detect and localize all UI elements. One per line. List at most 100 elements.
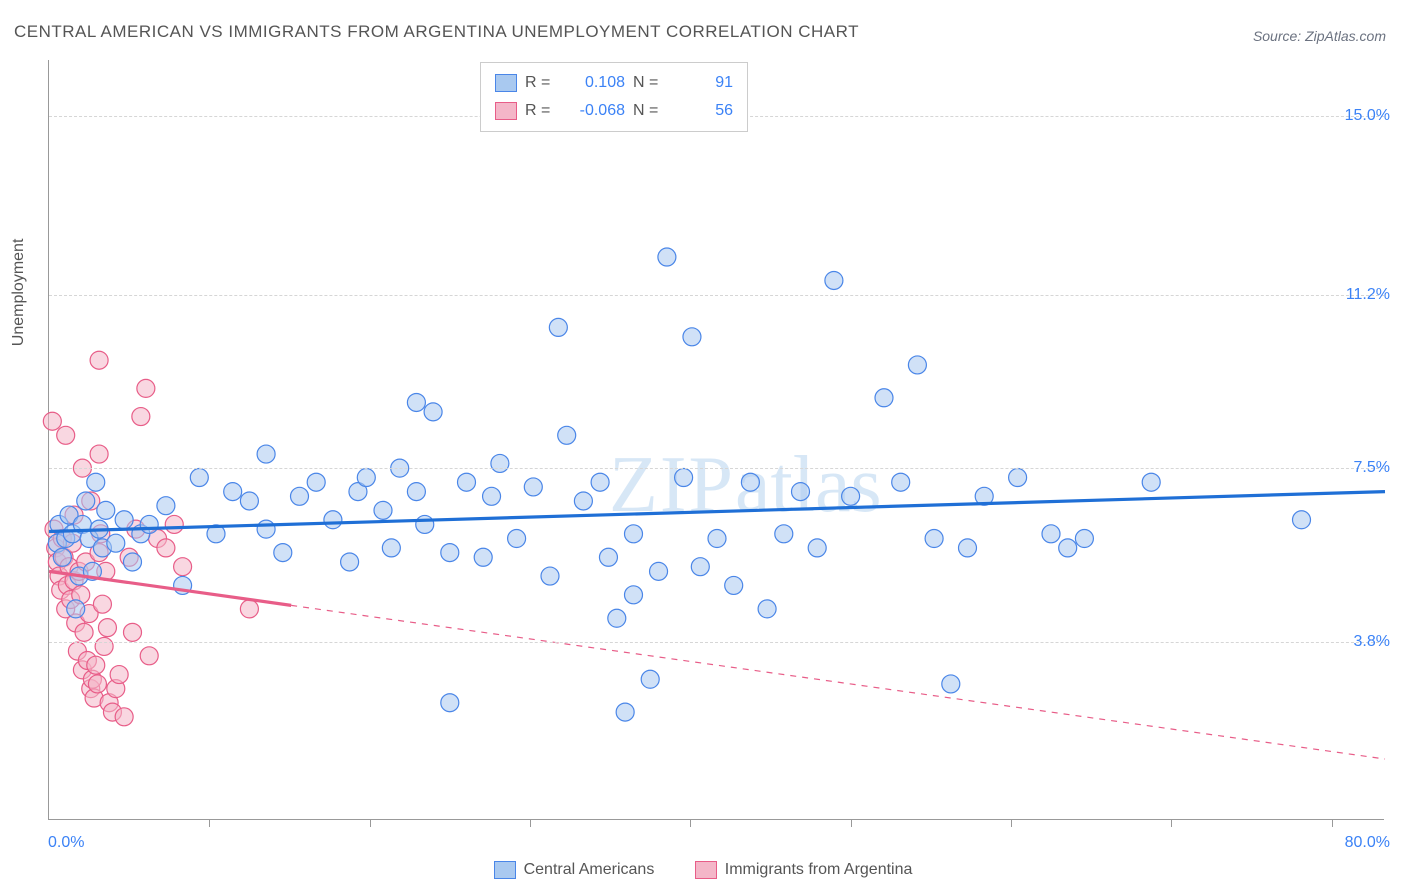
scatter-point: [708, 530, 726, 548]
scatter-point: [98, 619, 116, 637]
n-value-2: 56: [671, 97, 733, 125]
y-tick-label: 3.8%: [1354, 633, 1390, 651]
y-axis-label: Unemployment: [10, 239, 28, 347]
scatter-point: [53, 548, 71, 566]
scatter-point: [382, 539, 400, 557]
r-label: R =: [525, 97, 555, 125]
scatter-point: [140, 515, 158, 533]
scatter-point: [43, 412, 61, 430]
scatter-point: [115, 511, 133, 529]
x-tick: [530, 819, 531, 827]
scatter-point: [57, 426, 75, 444]
scatter-point: [95, 637, 113, 655]
scatter-point: [541, 567, 559, 585]
scatter-point: [574, 492, 592, 510]
legend-label-2: Immigrants from Argentina: [725, 861, 913, 879]
x-tick: [851, 819, 852, 827]
swatch-series-2: [495, 102, 517, 120]
scatter-point: [458, 473, 476, 491]
scatter-point: [1293, 511, 1311, 529]
scatter-point: [165, 515, 183, 533]
scatter-point: [88, 675, 106, 693]
x-axis-max-label: 80.0%: [1345, 834, 1390, 852]
scatter-point: [124, 553, 142, 571]
scatter-point: [658, 248, 676, 266]
scatter-point: [1059, 539, 1077, 557]
scatter-point: [725, 576, 743, 594]
gridline: [49, 295, 1384, 296]
scatter-point: [875, 389, 893, 407]
scatter-point: [240, 600, 258, 618]
scatter-point: [137, 379, 155, 397]
x-tick: [370, 819, 371, 827]
scatter-point: [641, 670, 659, 688]
scatter-point: [77, 492, 95, 510]
scatter-point: [324, 511, 342, 529]
scatter-point: [908, 356, 926, 374]
scatter-point: [174, 558, 192, 576]
scatter-point: [474, 548, 492, 566]
scatter-point: [792, 483, 810, 501]
scatter-point: [124, 623, 142, 641]
scatter-point: [741, 473, 759, 491]
source-attribution: Source: ZipAtlas.com: [1253, 28, 1386, 44]
legend-label-1: Central Americans: [524, 861, 655, 879]
swatch-legend-1: [494, 861, 516, 879]
r-label: R =: [525, 69, 555, 97]
scatter-point: [75, 623, 93, 641]
scatter-point: [625, 586, 643, 604]
scatter-point: [675, 469, 693, 487]
scatter-point: [115, 708, 133, 726]
x-tick: [1011, 819, 1012, 827]
n-label: N =: [633, 97, 663, 125]
scatter-point: [483, 487, 501, 505]
scatter-point: [1142, 473, 1160, 491]
scatter-point: [67, 600, 85, 618]
scatter-point: [374, 501, 392, 519]
y-tick-label: 15.0%: [1345, 107, 1390, 125]
scatter-point: [842, 487, 860, 505]
scatter-point: [491, 454, 509, 472]
legend-row-series-1: R = 0.108 N = 91: [495, 69, 733, 97]
x-axis-min-label: 0.0%: [48, 834, 84, 852]
n-label: N =: [633, 69, 663, 97]
r-value-1: 0.108: [563, 69, 625, 97]
n-value-1: 91: [671, 69, 733, 97]
scatter-point: [892, 473, 910, 491]
scatter-point: [942, 675, 960, 693]
legend-item-1: Central Americans: [494, 861, 655, 879]
scatter-point: [257, 445, 275, 463]
scatter-point: [825, 271, 843, 289]
swatch-series-1: [495, 74, 517, 92]
scatter-point: [93, 595, 111, 613]
x-tick: [209, 819, 210, 827]
scatter-point: [87, 656, 105, 674]
scatter-point: [291, 487, 309, 505]
scatter-point: [240, 492, 258, 510]
scatter-point: [424, 403, 442, 421]
scatter-point: [441, 544, 459, 562]
legend-row-series-2: R = -0.068 N = 56: [495, 97, 733, 125]
scatter-point: [1075, 530, 1093, 548]
scatter-point: [157, 539, 175, 557]
scatter-point: [274, 544, 292, 562]
scatter-point: [650, 562, 668, 580]
scatter-point: [407, 393, 425, 411]
scatter-point: [257, 520, 275, 538]
scatter-point: [110, 666, 128, 684]
scatter-point: [775, 525, 793, 543]
plot-area: ZIPatlas: [48, 60, 1384, 820]
scatter-point: [691, 558, 709, 576]
chart-title: CENTRAL AMERICAN VS IMMIGRANTS FROM ARGE…: [14, 22, 859, 42]
series-legend: Central Americans Immigrants from Argent…: [0, 861, 1406, 884]
scatter-point: [616, 703, 634, 721]
correlation-legend-box: R = 0.108 N = 91 R = -0.068 N = 56: [480, 62, 748, 132]
scatter-point: [925, 530, 943, 548]
scatter-point: [591, 473, 609, 491]
scatter-point: [808, 539, 826, 557]
gridline: [49, 468, 1384, 469]
scatter-point: [107, 534, 125, 552]
scatter-point: [683, 328, 701, 346]
scatter-point: [758, 600, 776, 618]
scatter-point: [90, 351, 108, 369]
